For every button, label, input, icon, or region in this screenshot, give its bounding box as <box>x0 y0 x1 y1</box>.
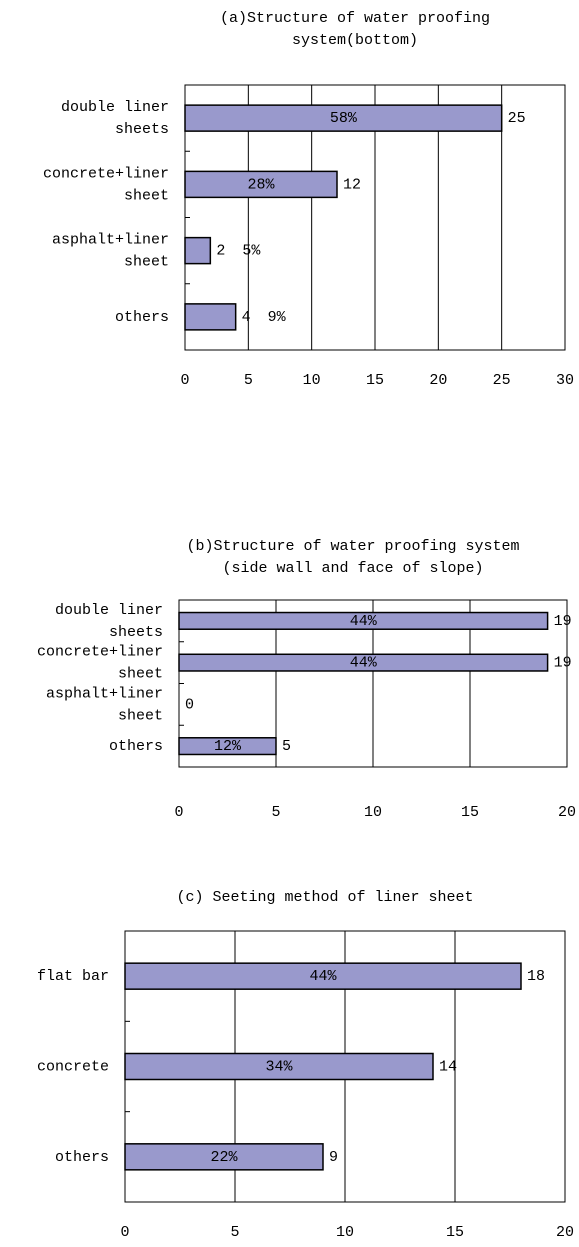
bar <box>178 653 549 672</box>
y-tick-label: asphalt+liner sheet <box>52 232 169 271</box>
y-tick-label: asphalt+liner sheet <box>46 685 163 724</box>
percent-label: 44% <box>350 655 378 672</box>
percent-label: 22% <box>210 1149 238 1166</box>
value-label: 19 <box>554 655 572 672</box>
bar <box>124 1143 324 1171</box>
x-tick-label: 30 <box>556 372 574 389</box>
y-tick-label: concrete <box>37 1058 109 1075</box>
bar <box>184 236 212 265</box>
value-label: 0 <box>185 696 194 713</box>
y-tick-label: double liner sheets <box>55 602 163 641</box>
x-tick-label: 15 <box>461 804 479 821</box>
value-label: 14 <box>439 1058 457 1075</box>
percent-label: 58% <box>330 110 358 127</box>
value-label: 12 <box>343 176 361 193</box>
x-tick-label: 15 <box>446 1224 464 1241</box>
x-tick-label: 5 <box>271 804 280 821</box>
x-tick-label: 0 <box>180 372 189 389</box>
x-tick-label: 5 <box>244 372 253 389</box>
value-label: 5 <box>282 738 291 755</box>
bar <box>178 737 277 756</box>
x-tick-label: 20 <box>558 804 576 821</box>
bar <box>124 1052 434 1081</box>
percent-label: 44% <box>309 968 337 985</box>
y-tick-label: concrete+liner sheet <box>43 165 169 204</box>
value-label: 9 <box>329 1149 338 1166</box>
bar <box>124 962 522 990</box>
percent-label: 34% <box>265 1058 293 1075</box>
bar <box>184 303 237 331</box>
value-label: 2 <box>216 243 225 260</box>
y-tick-label: concrete+liner sheet <box>37 644 163 683</box>
y-tick-label: others <box>55 1149 109 1166</box>
value-label: 4 <box>242 309 251 326</box>
x-tick-label: 20 <box>556 1224 574 1241</box>
x-tick-label: 0 <box>174 804 183 821</box>
y-tick-label: flat bar <box>37 968 109 985</box>
percent-label: 9% <box>268 309 287 326</box>
value-label: 19 <box>554 613 572 630</box>
value-label: 18 <box>527 968 545 985</box>
bar <box>184 170 338 199</box>
percent-label: 28% <box>247 176 275 193</box>
x-tick-label: 20 <box>429 372 447 389</box>
y-tick-label: double liner sheets <box>61 99 169 138</box>
x-tick-label: 0 <box>120 1224 129 1241</box>
chart-title: (b)Structure of water proofing system (si… <box>186 538 519 577</box>
x-tick-label: 25 <box>493 372 511 389</box>
x-tick-label: 10 <box>364 804 382 821</box>
bar <box>178 611 549 630</box>
x-tick-label: 15 <box>366 372 384 389</box>
x-tick-label: 5 <box>230 1224 239 1241</box>
percent-label: 44% <box>350 613 378 630</box>
chart-title: (a)Structure of water proofing system(bot… <box>220 10 490 49</box>
value-label: 25 <box>508 110 526 127</box>
x-tick-label: 10 <box>336 1224 354 1241</box>
y-tick-label: others <box>115 309 169 326</box>
bar <box>184 104 503 132</box>
percent-label: 12% <box>214 738 242 755</box>
percent-label: 5% <box>242 243 261 260</box>
y-tick-label: others <box>109 738 163 755</box>
chart-title: (c) Seeting method of liner sheet <box>176 889 473 906</box>
x-tick-label: 10 <box>303 372 321 389</box>
